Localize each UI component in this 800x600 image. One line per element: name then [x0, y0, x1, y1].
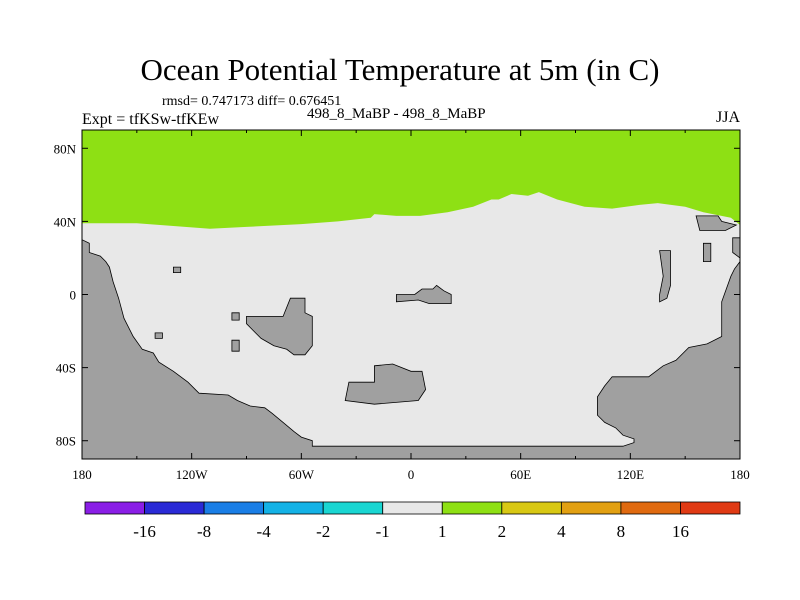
colorbar-swatch-7	[501, 501, 562, 515]
colorbar-label-3: -2	[316, 522, 330, 541]
colorbar-swatch-0	[84, 501, 145, 515]
y-tick-label-3: 40S	[56, 361, 76, 376]
colorbar-label-4: -1	[376, 522, 390, 541]
colorbar-swatch-3	[263, 501, 324, 515]
map-axes: 180 120W 60W 0 60E 120E 180 80N 40N 0 40S 80S	[54, 130, 750, 482]
x-tick-label-3: 0	[408, 467, 415, 482]
chart-title: Ocean Potential Temperature at 5m (in C)	[140, 52, 660, 87]
land-island-4	[246, 297, 313, 356]
colorbar-swatch-2	[203, 501, 265, 515]
season-label: JJA	[716, 109, 741, 126]
land-island-3	[231, 339, 240, 352]
x-tick-label-6: 180	[730, 467, 750, 482]
colorbar-swatch-10	[680, 501, 741, 515]
land-island-2	[231, 312, 240, 321]
case-label: 498_8_MaBP - 498_8_MaBP	[307, 106, 486, 122]
x-tick-label-4: 60E	[510, 467, 531, 482]
land-island-8	[703, 242, 712, 263]
colorbar-swatch-6	[441, 501, 503, 515]
colorbar-swatch-1	[144, 501, 205, 515]
colorbar-label-7: 4	[557, 522, 566, 541]
colorbar-swatch-8	[560, 501, 622, 515]
colorbar-label-9: 16	[672, 522, 689, 541]
colorbar-swatch-5	[382, 501, 443, 515]
y-tick-label-4: 80S	[56, 434, 76, 449]
x-tick-label-5: 120E	[617, 467, 645, 482]
x-tick-label-2: 60W	[289, 467, 315, 482]
land-island-6	[344, 363, 427, 405]
land-mass-northeast	[695, 215, 738, 231]
colorbar-label-5: 1	[438, 522, 447, 541]
colorbar-label-2: -4	[257, 522, 272, 541]
colorbar-swatch-4	[322, 501, 384, 515]
y-tick-label-1: 40N	[54, 214, 77, 229]
land-island-5	[395, 284, 452, 305]
land-island-0	[172, 266, 182, 274]
colorbar-label-0: -16	[133, 522, 156, 541]
warm-north-region	[82, 130, 740, 229]
experiment-label: Expt = tfKSw-tfKEw	[82, 111, 220, 128]
y-tick-label-0: 80N	[54, 141, 77, 156]
map-plot-area	[81, 129, 741, 460]
land-island-7	[659, 250, 671, 303]
stats-text: rmsd= 0.747173 diff= 0.676451	[162, 94, 342, 109]
x-tick-label-0: 180	[72, 467, 92, 482]
y-tick-label-2: 0	[70, 288, 77, 303]
colorbar-label-6: 2	[498, 522, 507, 541]
x-tick-label-1: 120W	[176, 467, 209, 482]
colorbar-label-1: -8	[197, 522, 211, 541]
colorbar-label-8: 8	[617, 522, 626, 541]
colorbar-swatch-9	[620, 501, 681, 515]
land-mass-main	[81, 239, 741, 460]
colorbar: -16 -8 -4 -2 -1 1 2 4 8 16	[84, 501, 741, 541]
land-island-1	[154, 332, 163, 339]
